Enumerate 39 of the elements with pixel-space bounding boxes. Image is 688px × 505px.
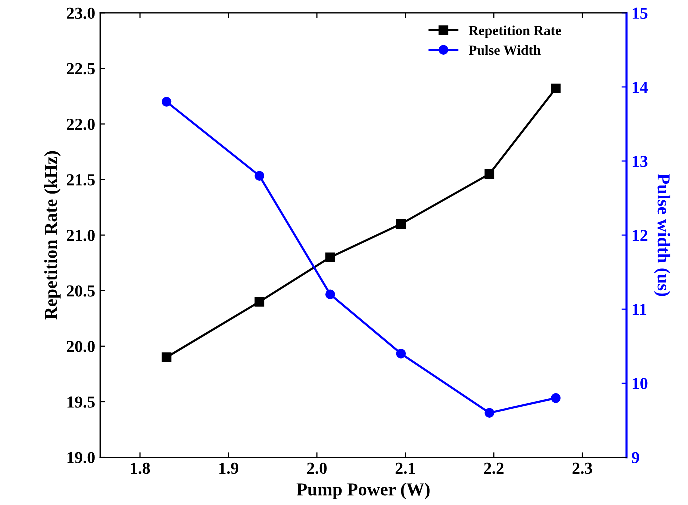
- point: [162, 97, 172, 107]
- point: [254, 297, 265, 307]
- y-tick-label: 20.0: [67, 341, 95, 352]
- point: [551, 84, 561, 94]
- y2-axis-title: Pulse width (us): [654, 174, 671, 296]
- y-tick-label: 19.5: [68, 396, 95, 408]
- point: [326, 290, 336, 300]
- y2-tick-label: 14: [632, 82, 648, 93]
- y2-tick-label: 15: [632, 8, 648, 20]
- y2-tick-label: 11: [632, 304, 647, 316]
- point: [396, 348, 406, 359]
- y-tick-label: 20.5: [67, 286, 95, 297]
- legend-label: Repetition Rate: [468, 26, 562, 38]
- x-tick-label: 2.2: [484, 462, 504, 474]
- x-tick-label: 2.0: [307, 462, 327, 474]
- point: [396, 219, 406, 230]
- y2-tick-label: 12: [632, 230, 648, 242]
- point: [254, 171, 265, 181]
- y-axis-title: Repetition Rate (kHz): [44, 151, 61, 320]
- y-tick-label: 21.0: [67, 230, 95, 242]
- point: [484, 169, 495, 180]
- x-tick-label: 1.8: [131, 462, 150, 474]
- y-tick-label: 21.5: [67, 174, 95, 186]
- x-tick-label: 2.1: [396, 462, 416, 474]
- point: [162, 352, 172, 362]
- legend-label: Pulse Width: [468, 45, 541, 56]
- y-tick-label: 19.0: [68, 452, 95, 464]
- y2-tick-label: 9: [632, 452, 640, 464]
- y2-tick-label: 10: [632, 378, 648, 390]
- point: [551, 393, 561, 404]
- y-tick-label: 22.0: [67, 118, 95, 130]
- y-tick-label: 22.5: [67, 63, 95, 75]
- point: [326, 252, 336, 262]
- x-tick-label: 2.3: [572, 462, 592, 474]
- point: [484, 408, 495, 418]
- y-tick-label: 23.0: [67, 8, 95, 20]
- y2-tick-label: 13: [632, 156, 648, 168]
- x-tick-label: 1.9: [220, 462, 239, 474]
- x-axis-title: Pump Power (W): [296, 483, 430, 500]
